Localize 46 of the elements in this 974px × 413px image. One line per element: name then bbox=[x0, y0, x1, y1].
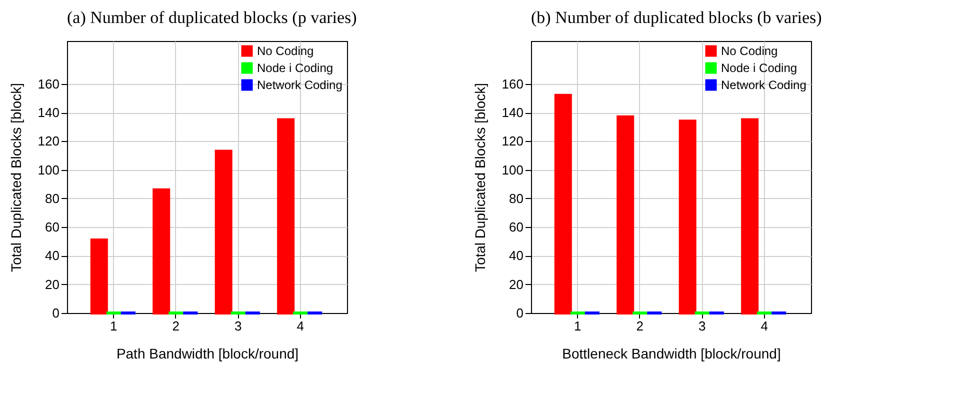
x-tick-label: 4 bbox=[760, 318, 768, 334]
legend-label: Network Coding bbox=[721, 78, 806, 92]
y-tick-label: 20 bbox=[509, 276, 524, 292]
y-axis-title: Total Duplicated Blocks [block] bbox=[472, 82, 488, 272]
y-tick-label: 80 bbox=[45, 190, 60, 206]
y-tick-label: 100 bbox=[502, 162, 524, 178]
x-tick-label: 3 bbox=[234, 318, 242, 334]
y-tick-label: 80 bbox=[509, 190, 524, 206]
y-tick-label: 160 bbox=[502, 76, 524, 92]
x-tick-label: 1 bbox=[574, 318, 582, 334]
y-tick-label: 40 bbox=[509, 248, 524, 264]
chart-title: (a) Number of duplicated blocks (p varies) bbox=[67, 8, 357, 27]
y-tick-label: 60 bbox=[45, 220, 60, 235]
y-tick-label: 0 bbox=[52, 306, 60, 320]
y-tick-label: 60 bbox=[509, 220, 524, 235]
x-tick-label: 1 bbox=[110, 318, 118, 334]
y-tick-label: 140 bbox=[502, 105, 524, 120]
bar bbox=[554, 94, 572, 314]
y-tick-label: 20 bbox=[45, 276, 60, 292]
x-tick-label: 2 bbox=[172, 318, 180, 334]
y-tick-label: 140 bbox=[38, 105, 60, 120]
chart-title: (b) Number of duplicated blocks (b varies) bbox=[531, 8, 822, 27]
y-tick-label: 100 bbox=[38, 162, 60, 178]
legend-label: No Coding bbox=[257, 44, 314, 58]
bar bbox=[678, 120, 696, 314]
legend-label: Node i Coding bbox=[721, 61, 798, 75]
bar bbox=[741, 118, 759, 314]
x-tick-label: 2 bbox=[636, 318, 644, 334]
y-tick-label: 40 bbox=[45, 248, 60, 264]
x-tick-label: 4 bbox=[296, 318, 304, 334]
legend-label: Network Coding bbox=[257, 78, 342, 92]
bar bbox=[214, 150, 232, 314]
y-tick-label: 160 bbox=[38, 76, 60, 92]
legend-label: Node i Coding bbox=[257, 61, 334, 75]
legend-label: No Coding bbox=[721, 44, 778, 58]
x-axis-title: Path Bandwidth [block/round] bbox=[116, 346, 299, 362]
bar bbox=[90, 238, 108, 314]
y-tick-label: 120 bbox=[502, 134, 524, 149]
y-tick-label: 0 bbox=[516, 306, 524, 320]
bar bbox=[277, 118, 295, 314]
bar bbox=[616, 115, 634, 314]
y-axis-title: Total Duplicated Blocks [block] bbox=[8, 82, 24, 272]
bar bbox=[152, 188, 170, 314]
y-tick-label: 120 bbox=[38, 134, 60, 149]
x-tick-label: 3 bbox=[698, 318, 706, 334]
x-axis-title: Bottleneck Bandwidth [block/round] bbox=[562, 346, 781, 362]
